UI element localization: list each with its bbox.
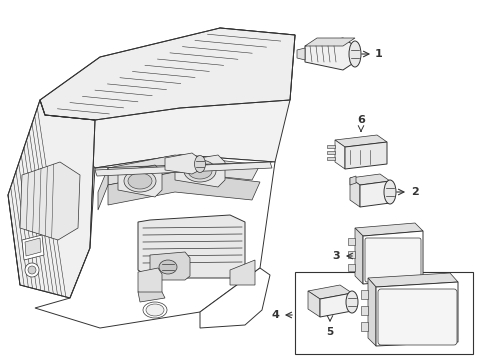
FancyBboxPatch shape: [378, 289, 457, 345]
Polygon shape: [345, 142, 387, 169]
Polygon shape: [297, 48, 305, 60]
Polygon shape: [361, 290, 368, 299]
Ellipse shape: [346, 291, 358, 313]
Polygon shape: [20, 162, 80, 240]
Polygon shape: [350, 178, 360, 207]
Polygon shape: [230, 260, 255, 285]
Polygon shape: [348, 251, 355, 258]
Polygon shape: [35, 155, 275, 328]
Polygon shape: [327, 157, 335, 160]
Polygon shape: [376, 282, 458, 346]
Polygon shape: [355, 228, 363, 284]
Ellipse shape: [124, 170, 156, 192]
Polygon shape: [138, 268, 162, 296]
Polygon shape: [138, 292, 165, 302]
Ellipse shape: [146, 304, 164, 316]
Polygon shape: [118, 165, 162, 197]
Circle shape: [25, 263, 39, 277]
Polygon shape: [108, 172, 260, 205]
Polygon shape: [327, 151, 335, 154]
Polygon shape: [361, 322, 368, 331]
FancyBboxPatch shape: [365, 238, 421, 282]
Ellipse shape: [143, 302, 167, 318]
Polygon shape: [350, 174, 390, 185]
Text: 6: 6: [357, 115, 365, 125]
Ellipse shape: [349, 41, 361, 67]
Polygon shape: [360, 181, 390, 207]
Polygon shape: [25, 238, 41, 256]
Ellipse shape: [128, 173, 152, 189]
Polygon shape: [165, 153, 200, 174]
Text: 4: 4: [271, 310, 279, 320]
Polygon shape: [327, 145, 335, 148]
Polygon shape: [350, 176, 356, 185]
Ellipse shape: [384, 180, 396, 204]
Polygon shape: [200, 268, 270, 328]
Polygon shape: [368, 273, 458, 287]
Bar: [295, 272, 473, 354]
Polygon shape: [361, 306, 368, 315]
Ellipse shape: [184, 160, 216, 182]
Text: 2: 2: [411, 187, 419, 197]
Text: 5: 5: [326, 327, 334, 337]
Text: 3: 3: [332, 251, 340, 261]
Polygon shape: [8, 100, 95, 298]
Polygon shape: [98, 168, 108, 210]
Polygon shape: [150, 252, 190, 280]
Ellipse shape: [159, 260, 177, 274]
Text: 1: 1: [375, 49, 383, 59]
Polygon shape: [363, 231, 423, 284]
Circle shape: [28, 266, 36, 274]
Polygon shape: [348, 264, 355, 271]
Polygon shape: [320, 293, 352, 317]
Ellipse shape: [188, 163, 212, 179]
Polygon shape: [348, 238, 355, 245]
Polygon shape: [40, 28, 295, 168]
Polygon shape: [368, 278, 376, 346]
Ellipse shape: [195, 156, 205, 172]
Polygon shape: [175, 155, 225, 187]
Polygon shape: [95, 162, 272, 176]
Polygon shape: [335, 140, 345, 169]
Polygon shape: [305, 38, 355, 70]
Polygon shape: [40, 28, 295, 120]
Polygon shape: [308, 285, 352, 299]
Polygon shape: [335, 135, 387, 147]
Polygon shape: [138, 215, 245, 278]
Polygon shape: [355, 223, 423, 236]
Polygon shape: [22, 235, 44, 260]
Polygon shape: [108, 155, 260, 185]
Polygon shape: [305, 38, 355, 46]
Polygon shape: [308, 291, 320, 317]
